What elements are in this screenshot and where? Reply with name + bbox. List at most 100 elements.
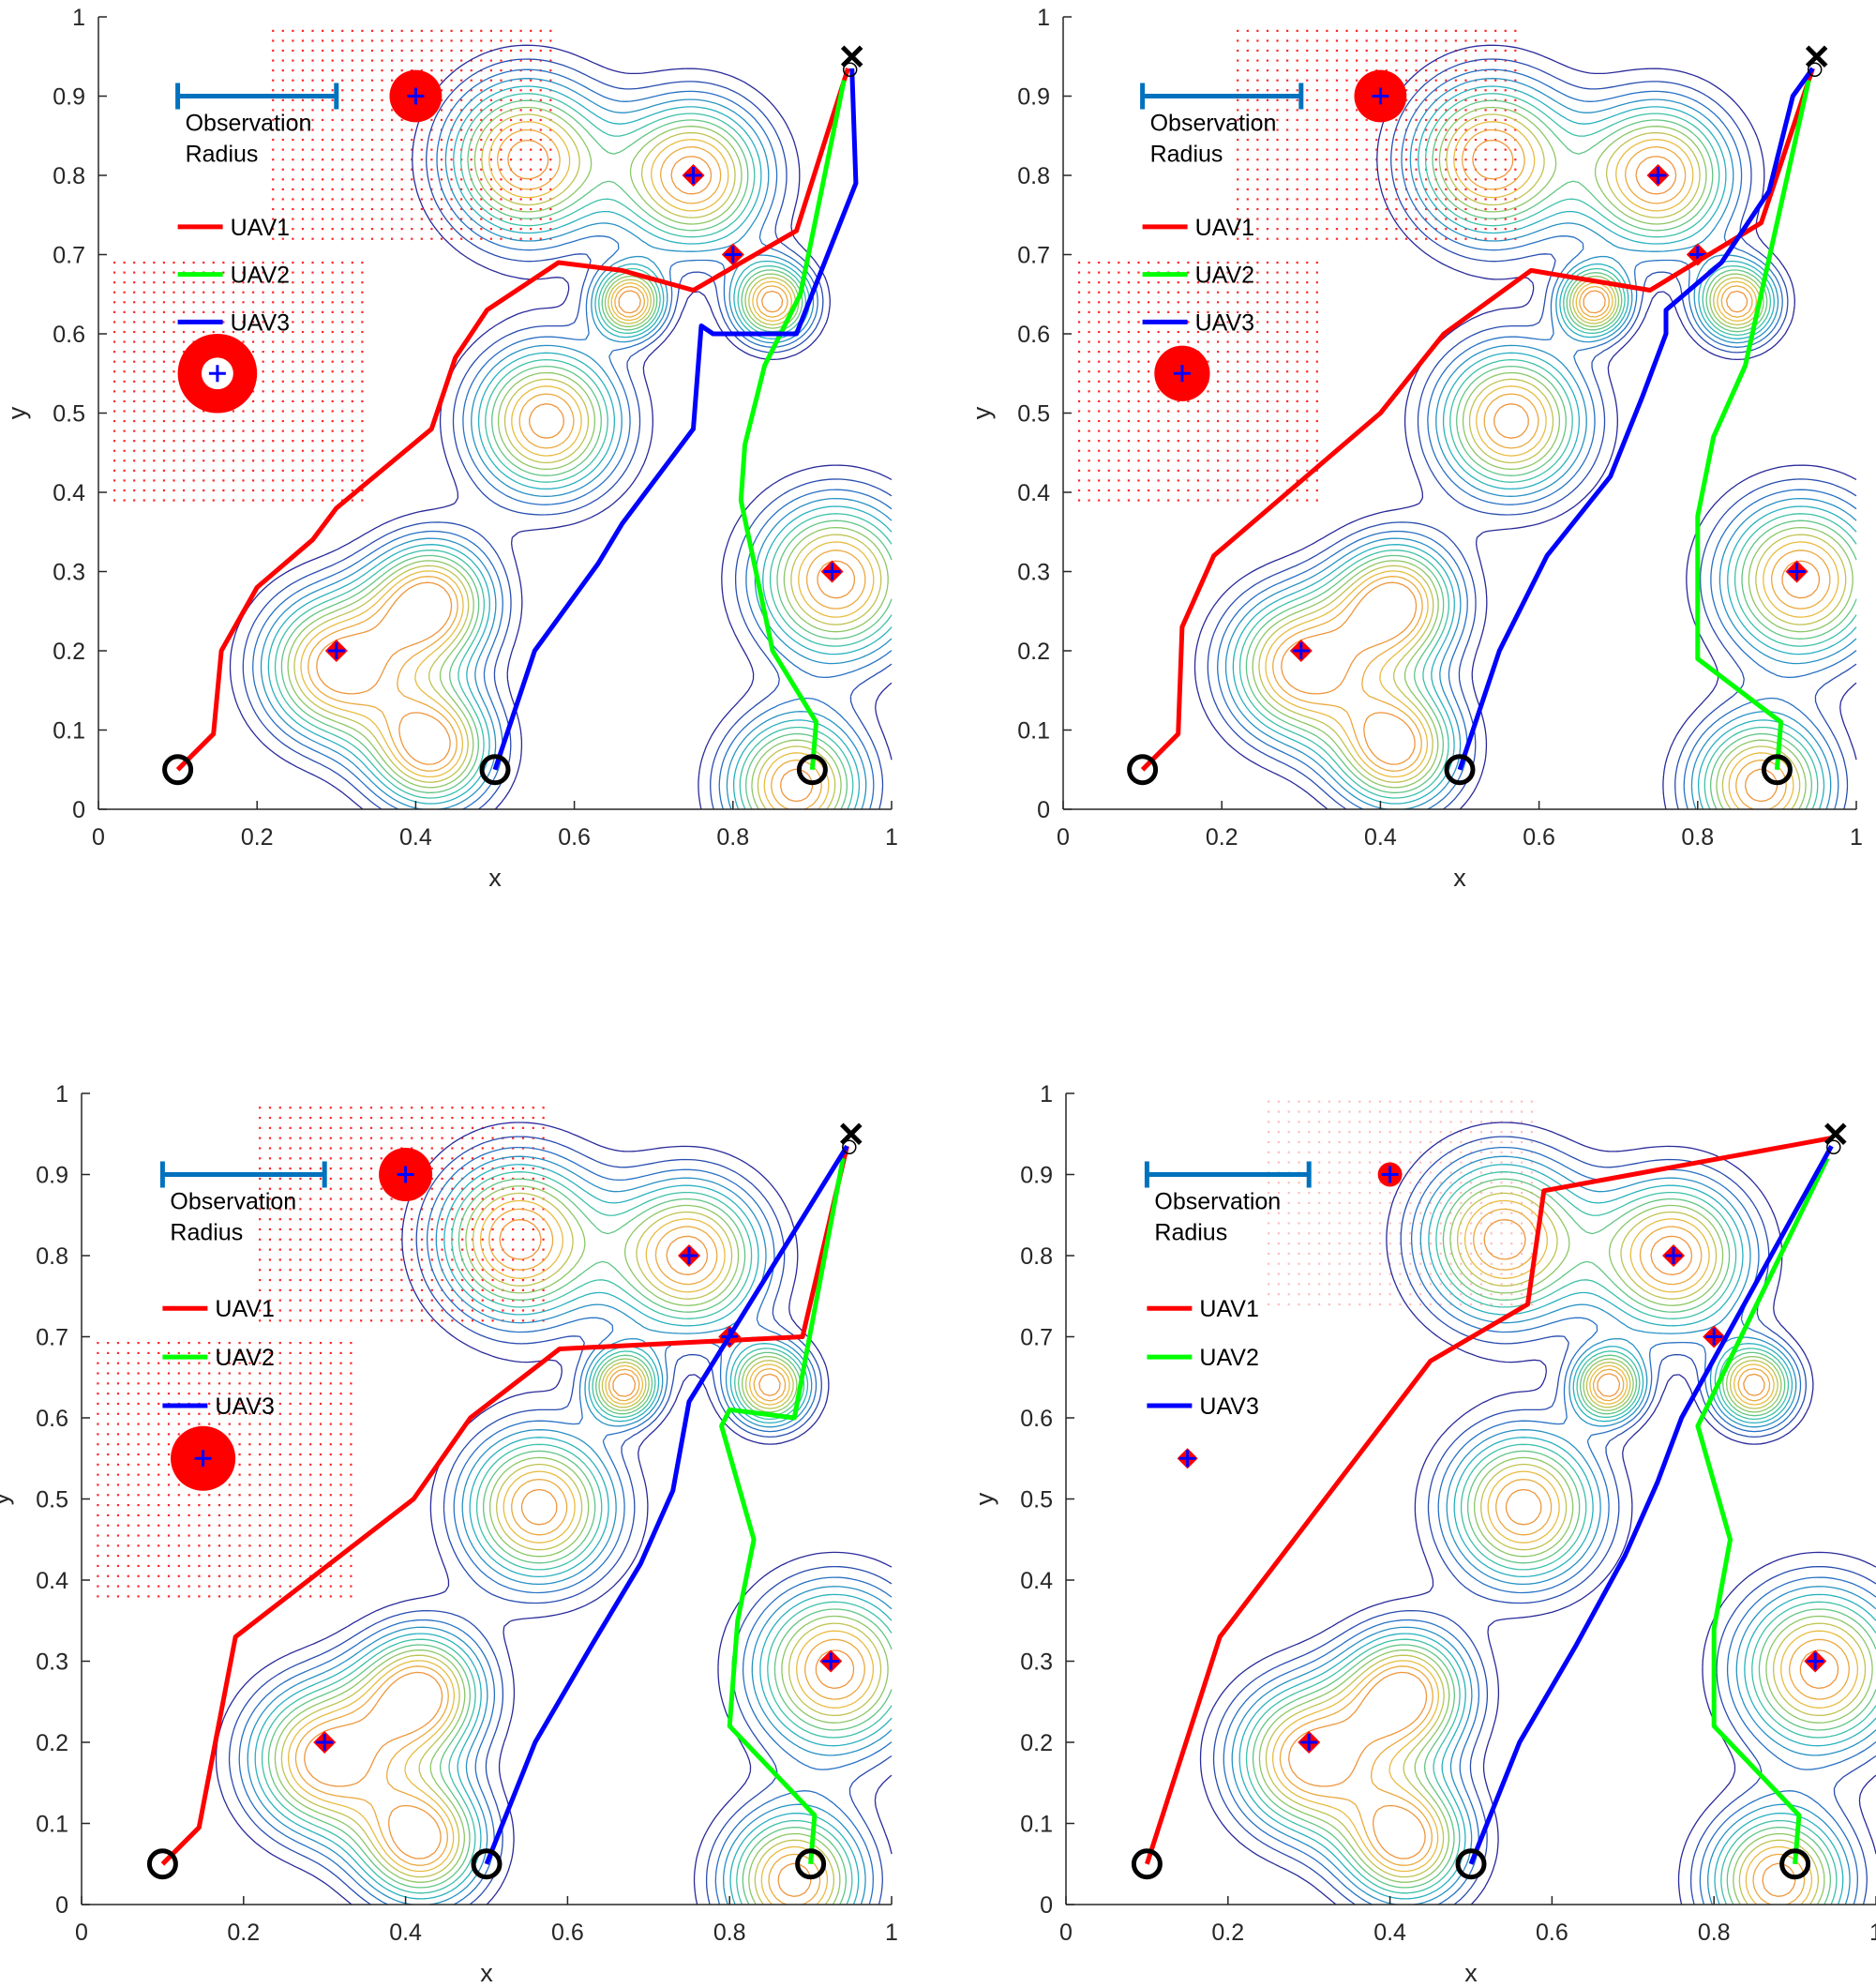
start-marker	[1127, 754, 1159, 786]
y-tick-label: 0.6	[1017, 322, 1050, 348]
start-marker	[479, 754, 511, 786]
panel-2: Observation Radius UAV1 UAV2 UAV3 0 0.2 0.4 0.6 0…	[968, 5, 1863, 892]
start-marker	[796, 754, 828, 786]
contour-level	[316, 139, 856, 803]
x-tick-label: 0	[75, 1920, 88, 1946]
target-cross	[1665, 1247, 1682, 1264]
legend-label: UAV1	[1199, 1296, 1258, 1322]
start-marker	[1444, 754, 1476, 786]
threat-dot-field	[97, 1341, 353, 1598]
y-tick-label: 0.9	[53, 84, 85, 111]
contour-level	[1212, 1136, 1876, 1905]
threat-dot-field	[1268, 1100, 1533, 1306]
contour-level	[300, 121, 875, 810]
uav2-path	[1695, 80, 1811, 771]
legend-label: UAV2	[1199, 1345, 1258, 1371]
y-tick-label: 0.4	[1017, 480, 1050, 506]
uav-end-marker	[1807, 62, 1823, 77]
x-tick-label: 0.2	[1206, 824, 1238, 851]
contour-level	[1232, 85, 1857, 810]
x-tick-label: 1	[885, 824, 898, 851]
observation-radius-label: Observation	[186, 111, 312, 137]
goal-marker	[1824, 1122, 1847, 1146]
x-tick-label: 0.4	[399, 824, 432, 851]
observation-radius-label: Radius	[1154, 1220, 1227, 1246]
target-cross	[327, 642, 345, 659]
y-tick-label: 1	[72, 5, 85, 31]
y-tick-label: 1	[1037, 5, 1050, 31]
uav3-path	[484, 1144, 849, 1865]
x-axis-label: x	[480, 1959, 493, 1987]
y-tick-label: 0.5	[53, 401, 85, 428]
target-cross	[1807, 1652, 1824, 1670]
y-tick-label: 1	[1040, 1081, 1053, 1107]
contour-level	[254, 1164, 893, 1905]
x-tick-label: 1	[1850, 824, 1863, 851]
panel-1: Observation Radius UAV1 UAV2 UAV3 0 0.2 0.4 0.6 0…	[3, 5, 898, 892]
observation-radius-label: Observation	[1154, 1189, 1281, 1215]
threat-dot-field	[259, 1107, 545, 1322]
contour-level	[274, 1185, 889, 1905]
contour-level	[238, 1146, 893, 1905]
goal-marker	[840, 45, 863, 68]
uav2-path	[719, 1157, 846, 1865]
y-tick-label: 0.6	[1020, 1406, 1053, 1432]
contour-map	[215, 1122, 893, 1905]
x-tick-label: 0.2	[1211, 1920, 1244, 1946]
legend-label: UAV1	[1195, 215, 1254, 241]
contour-level	[261, 1171, 893, 1905]
x-tick-label: 1	[1869, 1920, 1876, 1946]
legend-label: UAV3	[231, 309, 290, 336]
legend-label: UAV1	[231, 215, 290, 241]
contour-level	[1223, 1146, 1876, 1905]
target-cross	[684, 167, 702, 184]
uav1-path	[175, 68, 850, 772]
threat-center-cross	[1381, 1166, 1399, 1183]
contour-level	[1258, 1185, 1873, 1905]
contour-level	[280, 99, 893, 810]
y-axis-label: y	[0, 1492, 14, 1505]
threat-center-cross	[397, 1166, 414, 1183]
contour-level	[304, 1219, 855, 1897]
contour-level	[1252, 106, 1853, 810]
x-axis-label: x	[1464, 1959, 1478, 1987]
x-tick-label: 0.2	[227, 1920, 260, 1946]
uav-end-marker	[842, 62, 858, 77]
x-tick-label: 0	[1057, 824, 1070, 851]
observation-radius-bar	[175, 83, 339, 110]
contour-level	[1245, 99, 1857, 810]
threat-center-cross	[194, 1450, 212, 1468]
contour-level	[229, 44, 893, 810]
start-marker	[1455, 1848, 1487, 1880]
y-tick-label: 0.2	[1020, 1730, 1053, 1756]
threat-center-cross	[1178, 1450, 1196, 1468]
contour-level	[1217, 68, 1857, 810]
y-tick-label: 0.9	[1020, 1163, 1053, 1189]
legend-label: UAV3	[1195, 309, 1254, 336]
threat-center-cross	[208, 365, 226, 383]
y-tick-label: 0.9	[36, 1163, 68, 1189]
y-tick-label: 0.8	[1020, 1243, 1053, 1270]
start-marker	[162, 754, 194, 786]
observation-radius-label: Radius	[1150, 142, 1223, 168]
x-tick-label: 0.4	[1364, 824, 1397, 851]
contour-level	[1238, 93, 1857, 810]
legend-label: UAV2	[1195, 263, 1254, 289]
x-tick-label: 0.4	[1373, 1920, 1406, 1946]
y-tick-label: 0.1	[1017, 718, 1050, 745]
uav2-path	[738, 80, 847, 771]
contour-map	[1199, 1122, 1876, 1905]
observation-radius-bar	[1144, 1161, 1312, 1188]
y-tick-label: 0.3	[1017, 560, 1050, 586]
uav-end-marker	[842, 1139, 857, 1154]
contour-level	[287, 106, 889, 810]
contour-level	[267, 1178, 893, 1905]
y-tick-label: 0.4	[36, 1568, 68, 1594]
x-tick-label: 0.8	[1681, 824, 1714, 851]
contour-level	[1271, 1199, 1859, 1905]
contour-level	[1258, 113, 1847, 810]
uav3-path	[1457, 67, 1815, 771]
uav-end-marker	[1826, 1139, 1841, 1154]
contour-level	[1207, 58, 1857, 810]
